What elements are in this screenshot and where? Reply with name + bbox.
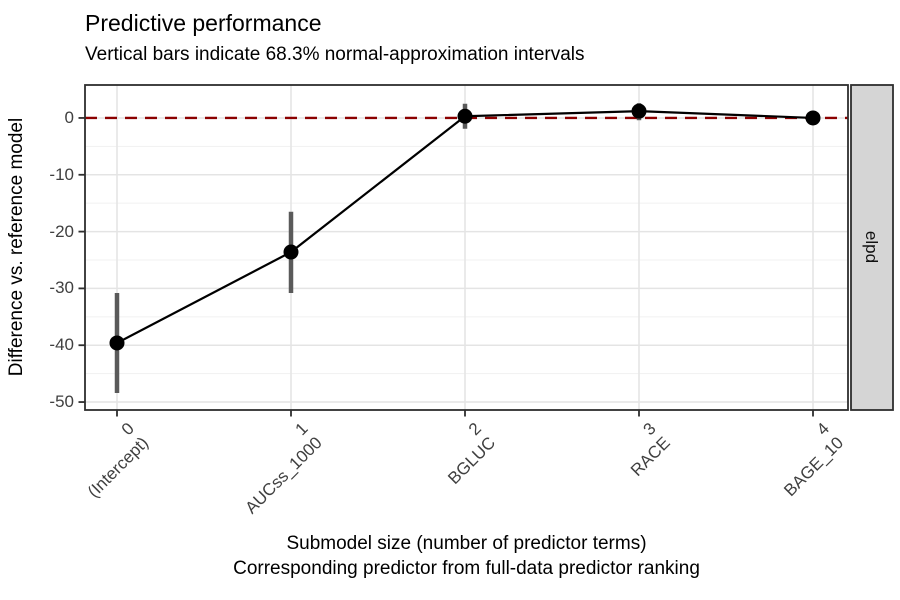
data-point <box>457 108 473 124</box>
y-tick-label: -40 <box>49 335 74 355</box>
y-tick-label: -30 <box>49 278 74 298</box>
panel-border <box>84 84 849 411</box>
y-tick-label: -50 <box>49 392 74 412</box>
y-tick-label: 0 <box>64 107 74 127</box>
chart-subtitle: Vertical bars indicate 68.3% normal-appr… <box>85 44 585 65</box>
facet-strip-label: elpd <box>862 230 881 264</box>
data-point <box>109 335 125 351</box>
data-point <box>631 103 647 119</box>
panel-background <box>85 85 848 410</box>
data-point <box>283 244 299 260</box>
facet-strip <box>850 84 894 411</box>
chart-title: Predictive performance <box>85 10 322 36</box>
x-axis-title-line1: Submodel size (number of predictor terms… <box>286 533 647 554</box>
y-tick-label: -20 <box>49 221 74 241</box>
data-point <box>805 110 821 126</box>
x-axis-title: Submodel size (number of predictor terms… <box>85 531 848 581</box>
y-tick-label: -10 <box>49 164 74 184</box>
x-axis-title-line2: Corresponding predictor from full-data p… <box>233 558 700 579</box>
